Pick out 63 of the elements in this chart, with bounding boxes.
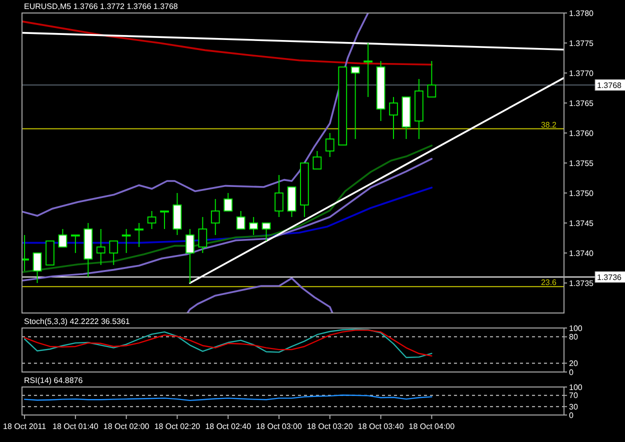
candlestick: [427, 60, 436, 98]
x-tick-label: 18 Oct 2011: [3, 422, 47, 431]
x-tick-label: 18 Oct 02:40: [205, 422, 252, 431]
ref-line-label: 1.3768: [597, 80, 622, 90]
candlestick: [287, 186, 296, 218]
y-tick-label: 1.3775: [569, 38, 594, 48]
candlestick: [249, 216, 258, 236]
x-tick-label: 18 Oct 02:20: [154, 422, 201, 431]
ref-line-label: 1.3736: [597, 272, 622, 282]
candlestick: [70, 234, 80, 254]
y-tick-label: 100: [569, 324, 583, 333]
candlestick: [122, 228, 131, 254]
x-tick-label: 18 Oct 04:00: [408, 422, 456, 431]
y-tick-label: 0: [569, 368, 574, 377]
candlestick: [46, 240, 54, 266]
candlestick: [210, 198, 220, 236]
y-tick-label: 100: [569, 382, 583, 392]
y-tick-label: 80: [569, 332, 578, 342]
candlestick: [236, 210, 246, 230]
annotation: 23.6: [540, 278, 558, 288]
candlestick: [134, 222, 144, 248]
candlestick: [96, 228, 106, 266]
candlestick: [198, 216, 208, 254]
y-tick-label: 70: [569, 391, 578, 400]
candlestick: [160, 210, 169, 230]
annotation: 38.2: [540, 120, 558, 130]
line-series: [186, 277, 334, 313]
y-tick-label: 20: [569, 359, 578, 368]
chart-title: RSI(14) 64.8876: [24, 376, 84, 385]
y-tick-label: 1.3745: [569, 218, 594, 228]
y-tick-label: 1.3760: [569, 128, 594, 138]
candlestick: [109, 240, 118, 266]
x-tick-label: 18 Oct 01:40: [52, 422, 99, 431]
x-tick-label: 18 Oct 03:40: [358, 422, 404, 431]
candlestick: [262, 222, 271, 242]
y-tick-label: 1.3765: [569, 98, 594, 108]
line-series: [22, 158, 433, 282]
candlestick: [364, 42, 373, 98]
chart-title: EURUSD,M5 1.3766 1.3772 1.3766 1.3768: [24, 2, 178, 11]
candlestick: [312, 150, 322, 170]
candlestick: [147, 210, 156, 230]
y-tick-label: 1.3780: [569, 8, 594, 18]
line-series: [22, 144, 433, 274]
candlestick: [350, 66, 360, 140]
candlestick: [325, 132, 334, 158]
y-tick-label: 1.3735: [569, 278, 594, 288]
y-tick-label: 1.3770: [569, 68, 594, 78]
candlestick: [389, 96, 398, 140]
candlestick: [224, 192, 233, 212]
y-tick-label: 1.3750: [569, 188, 594, 198]
candlestick: [274, 174, 284, 218]
y-tick-label: 30: [569, 402, 578, 412]
x-tick-label: 18 Oct 03:20: [306, 422, 354, 431]
candlestick: [58, 228, 68, 248]
line-series: [22, 20, 433, 66]
candlestick: [172, 192, 182, 236]
chart-title: Stoch(5,3,3) 42.2222 36.5361: [24, 317, 130, 326]
x-tick-label: 18 Oct 03:00: [256, 422, 302, 431]
y-tick-label: 1.3755: [569, 158, 594, 168]
line-series: [22, 13, 369, 217]
y-tick-label: 1.3740: [569, 248, 594, 258]
y-tick-label: 0: [569, 410, 574, 420]
x-tick-label: 18 Oct 02:00: [103, 422, 150, 431]
